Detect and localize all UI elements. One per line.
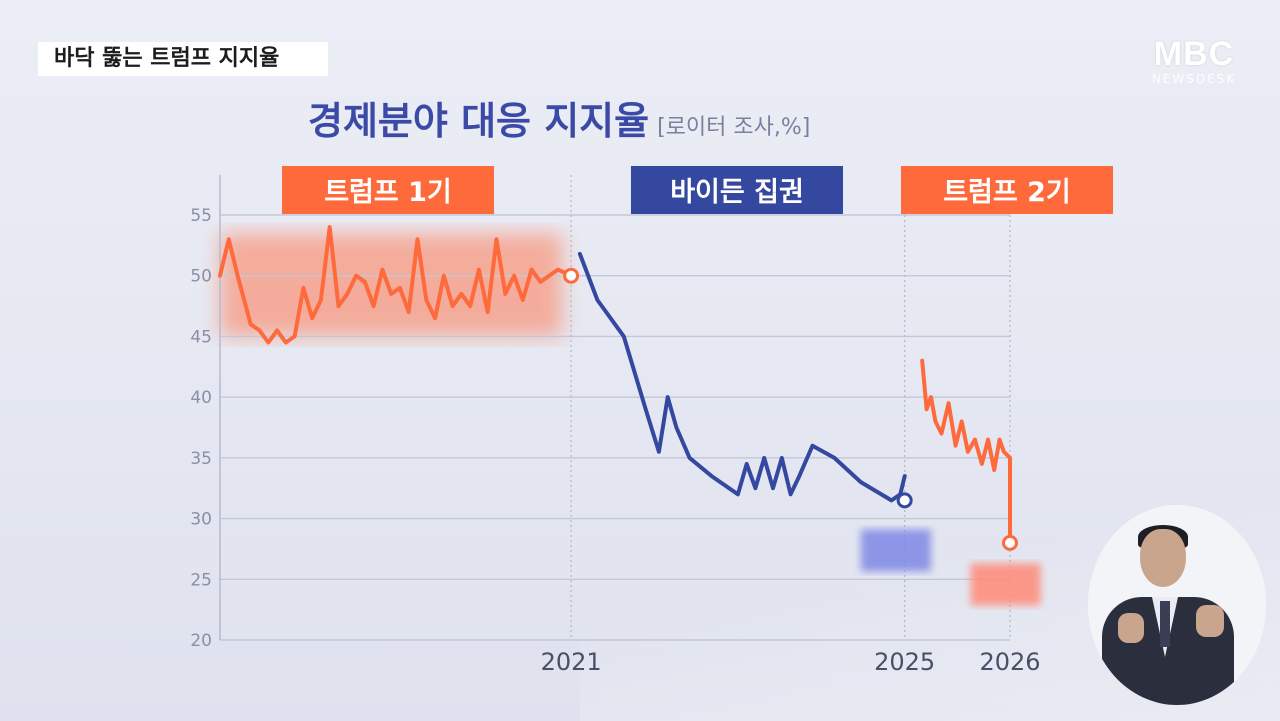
news-caption: 바닥 뚫는 트럼프 지지율: [38, 42, 328, 76]
y-tick-label: 30: [190, 510, 212, 530]
period-label-box: [282, 166, 494, 214]
broadcaster-logo: MBC NEWSDESK: [1144, 36, 1244, 96]
blurred-value-label: [860, 529, 931, 572]
x-tick-label: 2026: [979, 648, 1040, 676]
period-label-box: [901, 166, 1113, 214]
chart-title-main: 경제분야 대응 지지율: [308, 99, 650, 143]
y-tick-label: 35: [190, 449, 212, 469]
program-text: NEWSDESK: [1151, 72, 1237, 86]
series-line: [577, 251, 907, 503]
chart-title: 경제분야 대응 지지율 [로이터 조사,%]: [308, 90, 810, 150]
sign-language-presenter: [1088, 505, 1266, 705]
period-label: 트럼프 2기: [943, 177, 1071, 208]
y-tick-label: 20: [190, 631, 212, 651]
series-line: [218, 225, 574, 345]
blurred-value-label: [970, 563, 1041, 606]
y-tick-label: 55: [190, 206, 212, 226]
end-marker: [896, 492, 913, 509]
logo-text: MBC: [1153, 35, 1235, 73]
x-tick-label: 2021: [541, 648, 602, 676]
period-label: 트럼프 1기: [324, 177, 452, 208]
y-tick-label: 50: [190, 267, 212, 287]
y-tick-label: 45: [190, 327, 212, 347]
end-marker: [1002, 534, 1018, 551]
y-tick-label: 40: [190, 388, 212, 408]
end-marker: [563, 267, 580, 284]
period-label: 바이든 집권: [670, 177, 804, 208]
y-tick-label: 25: [190, 570, 212, 590]
period-label-box: [631, 166, 843, 214]
x-tick-label: 2025: [874, 648, 935, 676]
series-line: [920, 358, 1012, 545]
chart-unit-note: [로이터 조사,%]: [657, 115, 811, 140]
